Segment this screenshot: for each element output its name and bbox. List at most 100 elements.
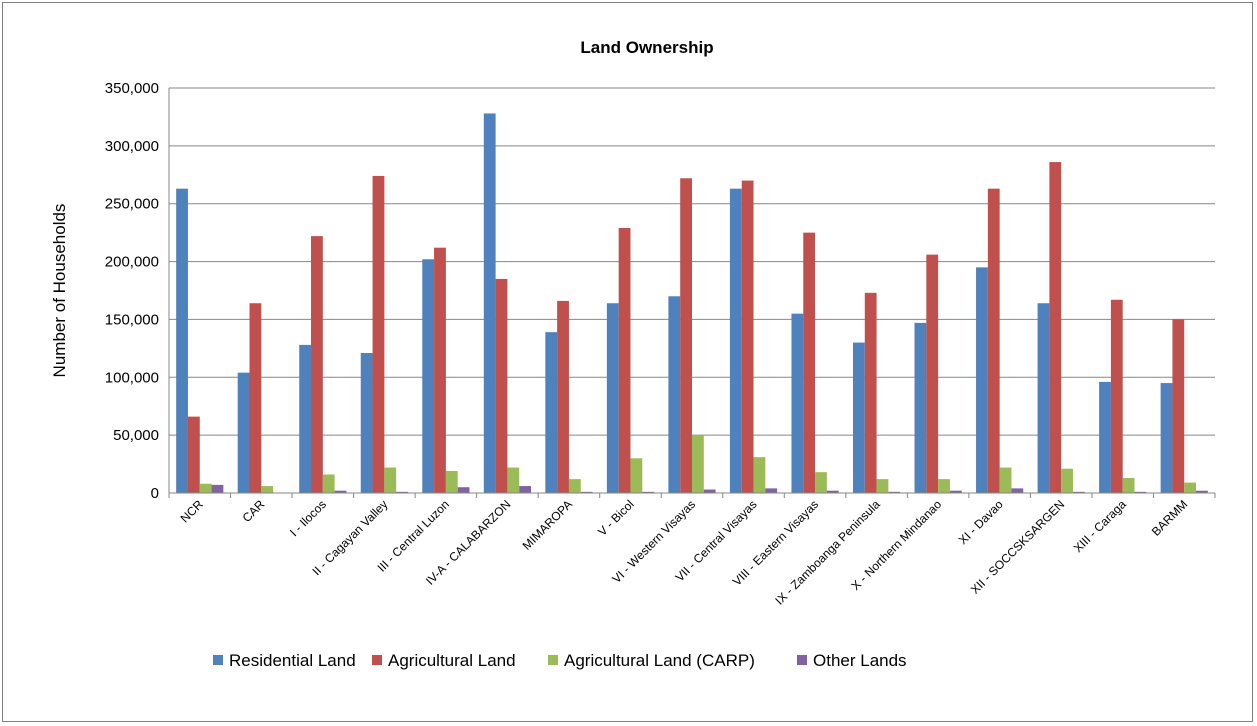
x-tick-label: NCR [178,497,207,526]
y-axis-title: Number of Households [50,204,69,378]
bar-other-lands [457,487,470,493]
bar-residential-land [1099,381,1111,493]
bar-agricultural-land [249,303,262,493]
bar-other-lands [642,491,655,493]
bar-residential-land [791,313,804,493]
bar-agricultural-land-carp [199,483,212,493]
y-tick-label: 300,000 [105,138,159,155]
bar-agricultural-land-carp [445,471,458,493]
bar-agricultural-land-carp [815,472,827,493]
legend-swatch [213,655,223,665]
bar-residential-land [360,352,373,493]
x-tick-label: XI - Davao [956,497,1006,547]
bar-other-lands [1011,488,1024,493]
x-tick-label: I - Ilocos [287,497,329,539]
legend: Residential Land Agricultural Land Agricul… [213,651,907,670]
bar-residential-land [545,332,558,493]
bar-agricultural-land-carp [1061,468,1073,493]
axes [168,88,1215,494]
x-tick-label: CAR [240,497,268,525]
bar-residential-land [483,113,496,493]
y-tick-label: 50,000 [113,427,159,444]
x-tick-label: IX - Zamboanga Peninsula [772,497,883,608]
bar-other-lands [826,490,839,493]
x-tick-label: V - Bicol [595,497,636,538]
x-tick-label: XIII - Caraga [1071,497,1129,555]
bar-agricultural-land [372,175,385,493]
bar-agricultural-land-carp [1122,477,1135,493]
bar-agricultural-land-carp [938,479,950,493]
bar-agricultural-land-carp [568,479,581,493]
land-ownership-chart: Land Ownership 0 50,000 100,000 150,000 200,… [50,38,1216,670]
bar-other-lands [396,491,408,493]
legend-label: Residential Land [229,651,356,670]
x-tick-label: MIMAROPA [520,497,575,552]
bar-agricultural-land [741,180,754,494]
bar-residential-land [422,259,435,493]
bar-agricultural-land [987,188,1000,493]
y-tick-label: 250,000 [105,196,159,213]
bar-agricultural-land [1110,299,1123,493]
bar-residential-land [176,188,188,493]
y-tick-label: 0 [151,485,159,502]
bar-agricultural-land [1049,162,1062,494]
bar-residential-land [237,372,250,493]
bars [176,113,1208,494]
legend-swatch [372,655,382,665]
bar-residential-land [668,296,681,493]
bar-other-lands [211,484,224,493]
bar-agricultural-land-carp [630,458,643,493]
bar-agricultural-land-carp [261,486,274,493]
bar-residential-land [1160,383,1173,493]
bar-residential-land [729,188,742,493]
legend-swatch [797,655,807,665]
y-tick-label: 350,000 [105,80,159,97]
bar-agricultural-land-carp [322,474,335,493]
bar-agricultural-land-carp [876,479,889,493]
bar-agricultural-land [311,236,323,493]
bar-agricultural-land [864,292,877,493]
bar-agricultural-land-carp [999,467,1012,493]
bar-residential-land [914,322,927,493]
bar-agricultural-land-carp [507,467,520,493]
bar-agricultural-land-carp [384,467,397,493]
bar-other-lands [949,490,962,493]
bar-agricultural-land-carp [1184,482,1197,493]
bar-agricultural-land [1172,319,1185,493]
legend-swatch [548,655,558,665]
bar-agricultural-land [557,300,569,493]
bar-agricultural-land [434,247,446,493]
legend-label: Agricultural Land [388,651,516,670]
bar-agricultural-land [680,178,692,493]
chart-title: Land Ownership [580,38,713,57]
bar-residential-land [299,344,312,493]
bar-other-lands [580,491,593,493]
y-tick-label: 100,000 [105,369,159,386]
y-tick-label: 150,000 [105,311,159,328]
bar-other-lands [1196,490,1208,493]
bar-other-lands [1134,491,1147,493]
bar-residential-land [606,303,619,493]
legend-label: Other Lands [813,651,907,670]
y-tick-label: 200,000 [105,254,159,271]
bar-other-lands [765,488,778,493]
bar-other-lands [888,491,901,493]
bar-other-lands [703,489,716,493]
bar-other-lands [334,490,347,493]
bar-agricultural-land-carp [692,435,704,493]
x-tick-label: BARMM [1149,497,1190,538]
legend-label: Agricultural Land (CARP) [564,651,755,670]
bar-other-lands [519,486,532,493]
bar-agricultural-land-carp [753,457,766,493]
bar-agricultural-land [495,278,508,493]
bar-agricultural-land [187,416,200,493]
bar-agricultural-land [618,228,631,493]
bar-other-lands [1072,491,1085,493]
bar-agricultural-land [803,232,816,493]
y-axis-ticks: 0 50,000 100,000 150,000 200,000 250,000 300,0… [105,80,159,502]
bar-agricultural-land [926,254,939,493]
bar-residential-land [852,342,865,493]
bar-residential-land [1037,303,1050,493]
